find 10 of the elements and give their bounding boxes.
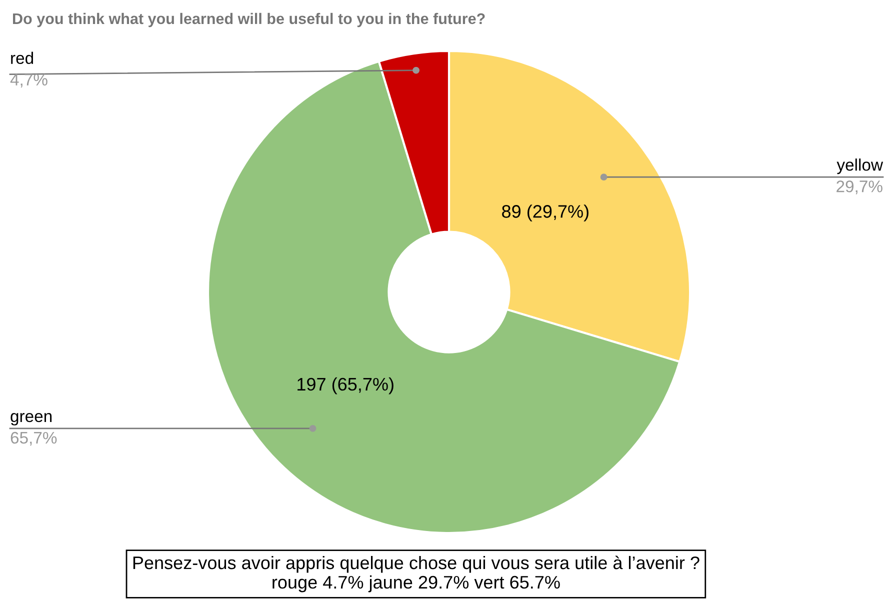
text: 65,7% xyxy=(10,432,57,446)
data-label: 89 (29,7%) xyxy=(502,204,588,222)
slice-label: red xyxy=(11,52,34,64)
text: 4,7% xyxy=(10,74,48,88)
slice-label: green xyxy=(10,413,52,426)
chart-title: Do you think what you learned will be useful to you in the future? xyxy=(13,12,485,28)
data-label: 197 (65,7%) xyxy=(298,377,394,394)
slice-label: yellow xyxy=(836,158,884,174)
text: Pensez-vous avoir appris quelque chose qui vous sera utile à l’avenir ? rouge 4.7% jaune 29.7% vert 65.7% xyxy=(133,556,700,592)
text: 29,7% xyxy=(836,180,882,194)
